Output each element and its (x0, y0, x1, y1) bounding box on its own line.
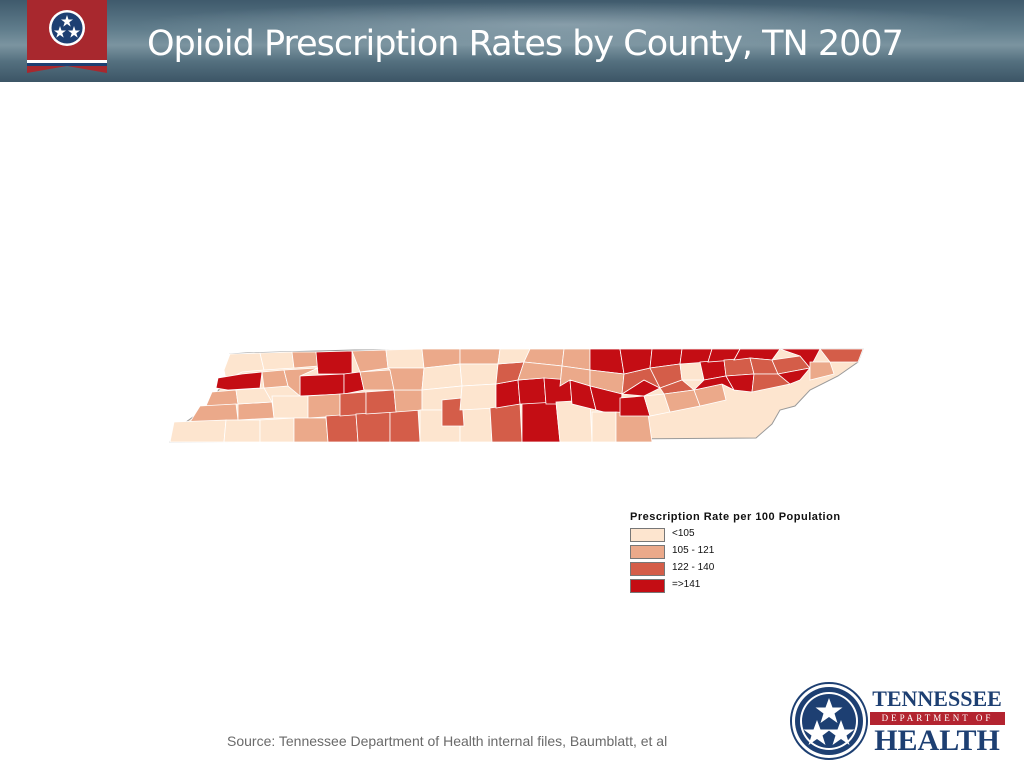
county (387, 367, 425, 391)
county (359, 369, 395, 391)
county (692, 375, 736, 391)
county (421, 363, 463, 391)
county (459, 363, 499, 387)
tennessee-county-map (169, 348, 864, 443)
legend-label: <105 (672, 528, 695, 539)
county (169, 419, 227, 443)
legend-label: 105 - 121 (672, 545, 715, 556)
county (261, 369, 289, 389)
county (459, 348, 501, 365)
county (393, 389, 423, 413)
tristar-seal-icon (790, 682, 868, 760)
county (723, 357, 755, 377)
county (259, 417, 295, 443)
legend-label: =>141 (672, 579, 701, 590)
county (283, 367, 319, 397)
map-legend: Prescription Rate per 100 Population <10… (628, 508, 908, 598)
logo-health-text: HEALTH (874, 724, 1000, 757)
slide-header: Opioid Prescription Rates by County, TN … (0, 0, 1024, 82)
legend-swatch (630, 579, 665, 593)
slide-title: Opioid Prescription Rates by County, TN … (147, 24, 904, 64)
county (809, 361, 835, 381)
legend-swatch (630, 562, 665, 576)
county (355, 411, 391, 443)
county (615, 411, 653, 443)
county (517, 377, 547, 405)
county (307, 393, 341, 419)
legend-swatch (630, 545, 665, 559)
county (215, 371, 263, 391)
legend-title: Prescription Rate per 100 Population (630, 511, 841, 523)
county (521, 401, 561, 443)
tn-health-logo: TENNESSEE DEPARTMENT OF HEALTH (790, 682, 1010, 762)
county (489, 403, 523, 443)
county (441, 397, 465, 427)
county (365, 389, 397, 415)
legend-swatch (630, 528, 665, 542)
county (315, 350, 353, 375)
county (389, 409, 421, 443)
county (189, 403, 239, 423)
tennessee-tristar-flag-icon (27, 0, 107, 73)
legend-label: 122 - 140 (672, 562, 715, 573)
county (223, 419, 261, 443)
county (543, 377, 573, 405)
county (299, 373, 345, 397)
county (237, 401, 275, 421)
county (235, 387, 273, 405)
county (325, 413, 359, 443)
county (591, 411, 617, 443)
county (385, 348, 425, 369)
county (339, 391, 367, 417)
logo-tennessee-text: TENNESSEE (872, 686, 1002, 711)
source-citation: Source: Tennessee Department of Health i… (227, 733, 668, 749)
county (259, 351, 295, 371)
county (293, 417, 329, 443)
county (459, 407, 493, 443)
county (819, 348, 864, 363)
county (777, 367, 812, 385)
logo-department-text: DEPARTMENT OF (870, 712, 1005, 725)
county (495, 379, 521, 409)
county (291, 351, 319, 369)
county (459, 383, 497, 411)
county (271, 395, 309, 419)
county (205, 389, 239, 407)
